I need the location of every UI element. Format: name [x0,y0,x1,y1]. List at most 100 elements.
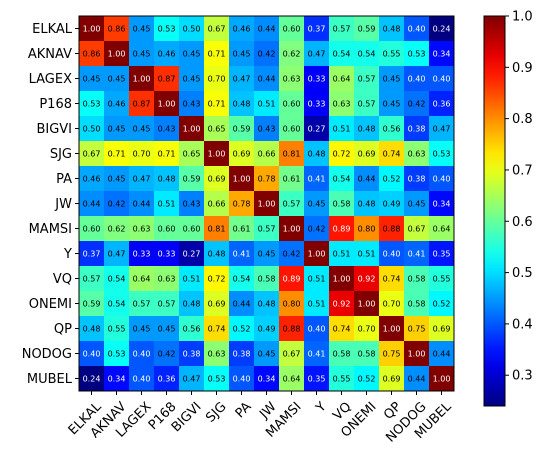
heatmap-cell [154,91,180,117]
cell-value-label: 0.57 [258,225,276,234]
heatmap-cell [304,341,330,367]
cell-value-label: 0.47 [433,125,451,134]
heatmap-cell [404,16,430,42]
heatmap-cell [79,191,105,217]
heatmap-cell [429,241,455,267]
heatmap-cell [279,216,305,242]
cell-value-label: 1.00 [83,25,101,34]
cell-value-label: 0.69 [383,375,401,384]
heatmap-cell [429,166,455,192]
cell-value-label: 0.44 [258,25,276,34]
heatmap-cell [229,266,255,292]
x-tick-label: Y [313,399,330,416]
heatmap-cell [104,341,130,367]
heatmap-cell [129,116,155,142]
cell-value-label: 0.81 [208,225,226,234]
cell-value-label: 0.52 [233,325,251,334]
cell-value-label: 0.49 [383,200,401,209]
y-tick-label: PA [56,172,72,187]
cell-value-label: 0.34 [258,375,276,384]
cell-value-label: 1.00 [233,175,251,184]
heatmap-cell [254,316,280,342]
cell-value-label: 0.74 [383,275,401,284]
heatmap-cell [254,91,280,117]
cell-value-label: 0.51 [308,300,326,309]
cell-value-label: 0.74 [333,325,351,334]
heatmap-cell [379,241,405,267]
cell-value-label: 0.70 [133,150,151,159]
cell-value-label: 0.58 [333,200,351,209]
heatmap-cell [279,366,305,392]
cell-value-label: 0.45 [408,200,426,209]
cell-value-label: 0.66 [258,150,276,159]
heatmap-cell [204,191,230,217]
cell-value-label: 0.47 [183,375,201,384]
heatmap-cell [154,41,180,67]
cell-value-label: 0.53 [83,100,101,109]
heatmap-cell [129,316,155,342]
cell-value-label: 0.63 [158,275,176,284]
heatmap-cell [329,91,355,117]
heatmap-cell [254,216,280,242]
heatmap-cell [379,191,405,217]
heatmap-cell [229,16,255,42]
cell-value-label: 0.67 [408,225,426,234]
y-tick-label: P168 [39,97,72,112]
heatmap-cell [129,41,155,67]
cell-value-label: 1.00 [208,150,226,159]
heatmap-cell [304,266,330,292]
cell-value-label: 0.42 [158,350,176,359]
x-tick-label: PA [233,399,255,421]
heatmap-cell [79,66,105,92]
heatmap-cell [379,66,405,92]
heatmap-cell [429,316,455,342]
cell-value-label: 0.51 [358,250,376,259]
cell-value-label: 0.63 [283,75,301,84]
cell-value-label: 0.57 [358,75,376,84]
heatmap-cell [129,91,155,117]
heatmap-cell [329,216,355,242]
cell-value-label: 0.27 [308,125,326,134]
cell-value-label: 1.00 [383,325,401,334]
heatmap-cell [79,166,105,192]
heatmap-cell [304,41,330,67]
heatmap-cell [179,141,205,167]
heatmap-cell [154,191,180,217]
heatmap-cell [279,341,305,367]
cell-value-label: 0.57 [83,275,101,284]
heatmap-cell [229,41,255,67]
cell-value-label: 0.40 [433,75,451,84]
y-tick-label: ELKAL [32,22,73,37]
heatmap-cell [179,316,205,342]
heatmap-cell [79,91,105,117]
cell-value-label: 0.63 [333,100,351,109]
cell-value-label: 0.58 [333,350,351,359]
cell-value-label: 1.00 [283,225,301,234]
cell-value-label: 0.69 [208,175,226,184]
cell-value-label: 0.54 [108,275,126,284]
heatmap-cell [279,241,305,267]
cell-value-label: 0.44 [258,75,276,84]
cell-value-label: 0.51 [333,125,351,134]
heatmap-cell [429,66,455,92]
cell-value-label: 0.65 [208,125,226,134]
heatmap-cell [279,16,305,42]
heatmap-cell [379,166,405,192]
heatmap-cell [154,291,180,317]
cell-value-label: 0.57 [133,300,151,309]
heatmap-cell [179,266,205,292]
colorbar-tick-label: 0.5 [512,266,533,281]
cell-value-label: 0.80 [358,225,376,234]
cell-value-label: 1.00 [333,275,351,284]
cell-value-label: 0.78 [233,200,251,209]
cell-value-label: 1.00 [433,375,451,384]
heatmap-cell [179,291,205,317]
cell-value-label: 0.66 [208,200,226,209]
cell-value-label: 0.69 [358,150,376,159]
cell-value-label: 0.51 [308,275,326,284]
cell-value-label: 0.54 [233,275,251,284]
heatmap-cell [179,241,205,267]
heatmap-cell [354,291,380,317]
heatmap-cell [154,216,180,242]
cell-value-label: 0.63 [208,350,226,359]
